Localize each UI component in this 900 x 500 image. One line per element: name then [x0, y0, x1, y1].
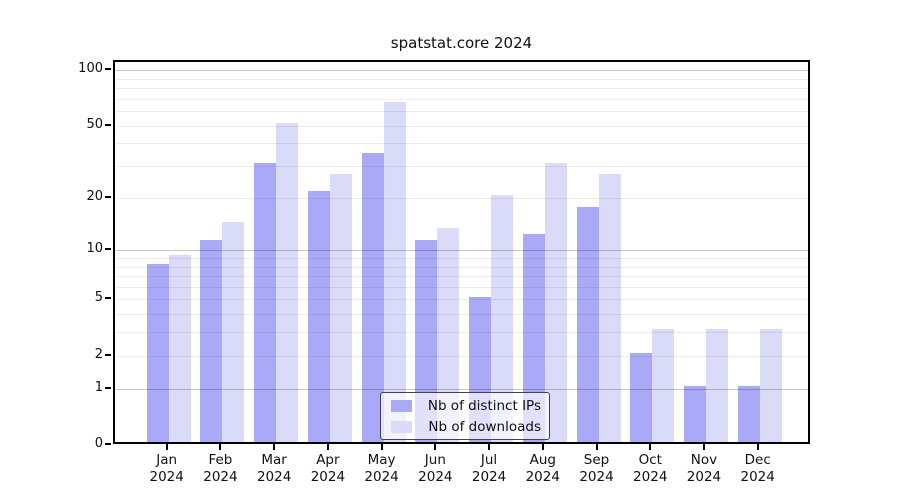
x-label-sep: Sep 2024 — [579, 452, 614, 485]
bar-jul-downloads — [491, 194, 514, 442]
bar-feb-downloads — [222, 222, 245, 442]
y-tick-0 — [105, 443, 111, 445]
legend-item-downloads: Nb of downloads — [391, 416, 541, 437]
x-label-apr: Apr 2024 — [310, 452, 346, 485]
bar-aug-ips — [522, 233, 545, 442]
bar-oct-downloads — [652, 329, 675, 442]
bar-feb-ips — [200, 240, 223, 442]
gridline-minor-8 — [115, 266, 808, 268]
bar-dec-ips — [737, 385, 760, 442]
chart-title: spatstat.core 2024 — [390, 34, 533, 52]
gridline-minor-4 — [115, 314, 808, 316]
gridline-major-10 — [115, 250, 808, 252]
y-tick-10 — [105, 248, 111, 251]
bar-aug-downloads — [544, 163, 567, 442]
gridline-minor-2 — [115, 355, 808, 357]
legend-swatch-distinct-ips-icon — [391, 399, 412, 412]
bar-apr-ips — [307, 190, 330, 442]
x-tick-jan — [165, 444, 168, 450]
x-tick-feb — [219, 444, 222, 450]
gridline-minor-20 — [115, 197, 808, 199]
y-tick-label-100: 100 — [78, 61, 103, 77]
y-tick-label-1: 1 — [94, 379, 103, 395]
y-tick-50 — [105, 123, 111, 126]
bar-may-ips — [361, 153, 384, 442]
bar-mar-ips — [254, 163, 277, 442]
x-label-may: May 2024 — [364, 452, 399, 485]
bar-oct-ips — [630, 352, 653, 442]
gridline-minor-5 — [115, 299, 808, 301]
y-tick-100 — [105, 68, 111, 71]
bar-dec-downloads — [759, 329, 782, 442]
bar-jun-downloads — [437, 227, 460, 442]
y-tick-label-10: 10 — [86, 241, 103, 257]
plot-area: Nb of distinct IPs Nb of downloads — [113, 60, 810, 444]
y-tick-2 — [105, 353, 111, 356]
bars-layer — [115, 62, 808, 442]
x-label-dec: Dec 2024 — [740, 452, 775, 485]
x-tick-dec — [756, 444, 759, 450]
x-tick-apr — [326, 444, 329, 450]
legend-item-distinct-ips: Nb of distinct IPs — [391, 395, 541, 416]
x-label-aug: Aug 2024 — [525, 452, 560, 485]
x-label-jul: Jul 2024 — [471, 452, 507, 485]
x-label-oct: Oct 2024 — [633, 452, 668, 485]
bar-jan-downloads — [168, 255, 191, 442]
gridline-minor-80 — [115, 88, 808, 90]
x-label-feb: Feb 2024 — [203, 452, 238, 485]
x-label-jan: Jan 2024 — [149, 452, 184, 485]
x-tick-jul — [488, 444, 491, 450]
y-tick-label-5: 5 — [94, 290, 103, 306]
x-label-jun: Jun 2024 — [418, 452, 453, 485]
y-tick-label-50: 50 — [86, 116, 103, 132]
gridline-minor-90 — [115, 78, 808, 80]
x-tick-sep — [595, 444, 598, 450]
y-tick-20 — [105, 195, 111, 198]
x-tick-mar — [273, 444, 276, 450]
x-tick-may — [380, 444, 383, 450]
grid-layer — [115, 62, 808, 442]
gridline-minor-6 — [115, 286, 808, 288]
y-tick-5 — [105, 297, 111, 300]
bar-sep-ips — [576, 207, 599, 442]
y-tick-1 — [105, 386, 111, 389]
bar-nov-downloads — [705, 329, 728, 442]
gridline-major-100 — [115, 70, 808, 72]
legend-label-downloads: Nb of downloads — [428, 418, 541, 435]
bar-mar-downloads — [276, 122, 299, 442]
gridline-minor-70 — [115, 98, 808, 100]
x-tick-oct — [649, 444, 652, 450]
y-tick-label-2: 2 — [94, 346, 103, 362]
legend-swatch-downloads-icon — [391, 420, 413, 433]
gridline-minor-3 — [115, 332, 808, 334]
gridline-minor-30 — [115, 166, 808, 168]
bar-jan-ips — [146, 263, 169, 442]
legend-label-distinct-ips: Nb of distinct IPs — [427, 397, 541, 414]
x-label-nov: Nov 2024 — [686, 452, 722, 485]
bar-apr-downloads — [329, 174, 352, 442]
y-tick-label-20: 20 — [86, 188, 103, 204]
y-tick-label-0: 0 — [94, 436, 103, 451]
gridline-minor-60 — [115, 111, 808, 113]
bar-nov-ips — [683, 385, 706, 442]
gridline-major-1 — [115, 388, 808, 390]
legend: Nb of distinct IPs Nb of downloads — [380, 392, 550, 440]
x-tick-nov — [702, 444, 705, 450]
bar-sep-downloads — [598, 174, 621, 442]
gridline-minor-50 — [115, 125, 808, 127]
gridline-minor-7 — [115, 276, 808, 278]
x-tick-jun — [434, 444, 437, 450]
x-label-mar: Mar 2024 — [256, 452, 292, 485]
x-tick-aug — [541, 444, 544, 450]
gridline-minor-9 — [115, 258, 808, 259]
bar-jun-ips — [415, 240, 438, 442]
bar-may-downloads — [383, 101, 406, 442]
gridline-minor-40 — [115, 143, 808, 145]
